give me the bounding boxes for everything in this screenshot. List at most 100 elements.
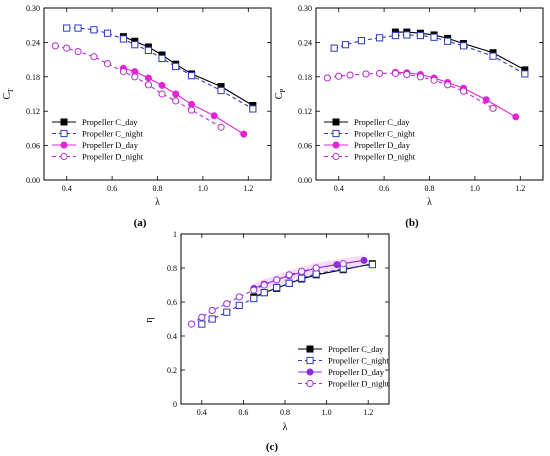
data-point	[235, 301, 243, 309]
data-point	[444, 37, 452, 45]
data-point	[341, 41, 350, 49]
data-point	[240, 130, 248, 138]
legend-marker	[60, 152, 68, 161]
data-point	[375, 34, 384, 42]
data-point	[235, 293, 243, 301]
legend-label: Propeller D_night	[82, 152, 144, 162]
data-point	[346, 71, 354, 79]
legend-marker	[306, 356, 314, 365]
data-point	[198, 320, 206, 328]
legend-marker	[306, 345, 314, 353]
series-propeller-c-night	[63, 24, 257, 113]
legend-label: Propeller C_night	[354, 129, 415, 139]
x-tick-label: 0.4	[197, 408, 207, 417]
data-point	[285, 279, 293, 287]
data-point	[489, 52, 497, 60]
data-point	[298, 274, 306, 282]
legend-marker	[60, 141, 68, 149]
data-point	[187, 72, 196, 80]
data-point	[521, 70, 529, 78]
series-line	[123, 67, 245, 135]
legend-marker	[332, 152, 340, 161]
y-tick-label: 0.24	[298, 38, 312, 47]
y-axis-title: CT	[2, 88, 15, 100]
series-line	[395, 31, 526, 71]
x-tick-label: 0.8	[153, 184, 163, 193]
data-point	[335, 72, 343, 80]
x-tick-label: 0.6	[107, 184, 117, 193]
data-point	[63, 24, 71, 32]
data-point	[330, 44, 338, 52]
x-tick-label: 0.8	[425, 184, 435, 193]
y-tick-label: 0.12	[26, 107, 40, 116]
series-line	[334, 34, 526, 75]
data-point	[90, 53, 98, 61]
data-point	[298, 267, 306, 275]
x-tick-label: 1.0	[470, 184, 480, 193]
y-tick-label: 0.18	[26, 73, 40, 82]
series-propeller-d-night	[51, 42, 225, 131]
data-point	[323, 74, 331, 82]
data-point	[74, 47, 82, 56]
data-point	[250, 286, 258, 294]
data-point	[260, 289, 268, 297]
x-axis-title: λ	[155, 197, 160, 208]
y-tick-label: 0.6	[167, 298, 177, 307]
x-tick-label: 0.8	[280, 408, 290, 417]
y-axis-title: CP	[274, 89, 287, 100]
data-point	[489, 104, 497, 112]
legend-label: Propeller C_day	[328, 344, 384, 354]
y-tick-label: 0.00	[26, 176, 40, 185]
data-point	[119, 68, 128, 76]
data-point	[144, 46, 153, 55]
series-line	[395, 71, 517, 118]
data-point	[368, 261, 376, 269]
x-axis-title: λ	[283, 422, 288, 433]
data-point	[158, 54, 166, 63]
y-axis-title-subscript: T	[7, 88, 15, 93]
data-point	[223, 300, 231, 308]
data-point	[119, 35, 128, 43]
y-tick-label: 0	[173, 400, 177, 409]
data-point	[187, 320, 195, 328]
x-tick-label: 0.4	[62, 184, 72, 193]
data-point	[187, 106, 196, 114]
data-point	[273, 283, 281, 292]
data-point	[391, 31, 400, 40]
data-point	[217, 123, 225, 131]
legend-label: Propeller C_night	[328, 356, 389, 366]
data-point	[51, 42, 59, 50]
data-point	[416, 31, 425, 40]
y-tick-label: 0.18	[298, 73, 312, 82]
x-tick-label: 1.2	[515, 184, 525, 193]
data-point	[144, 74, 152, 82]
y-tick-label: 0.30	[26, 4, 40, 13]
plot-frame	[315, 7, 544, 181]
data-point	[103, 60, 112, 68]
y-axis-title: η	[144, 317, 155, 322]
data-point	[312, 264, 320, 272]
y-tick-label: 0.12	[298, 107, 312, 116]
data-point	[158, 81, 166, 89]
data-point	[273, 276, 281, 284]
y-tick-label: 0.30	[298, 4, 312, 13]
data-point	[223, 308, 231, 316]
data-point	[444, 81, 452, 89]
chart-panel-c: 0.4 0.6 0.8 1.0 1.2 0 0.2 0.4 0.6 0.8 1 λ η Propeller…	[144, 230, 390, 453]
data-point	[430, 76, 438, 84]
x-tick-label: 1.2	[243, 184, 253, 193]
data-point	[144, 81, 153, 89]
data-point	[403, 70, 411, 79]
data-point	[131, 41, 139, 49]
data-point	[512, 113, 520, 121]
y-tick-label: 0.24	[26, 38, 40, 47]
data-point	[172, 62, 180, 71]
legend-label: Propeller C_day	[354, 117, 410, 127]
data-point	[158, 90, 166, 98]
data-point	[482, 96, 490, 104]
series-propeller-c-night	[330, 31, 529, 78]
chart-panel-a: 0.4 0.6 0.8 1.0 1.2 0.00 0.06 0.12 0.18 0.24 0.30 λ…	[2, 4, 272, 229]
